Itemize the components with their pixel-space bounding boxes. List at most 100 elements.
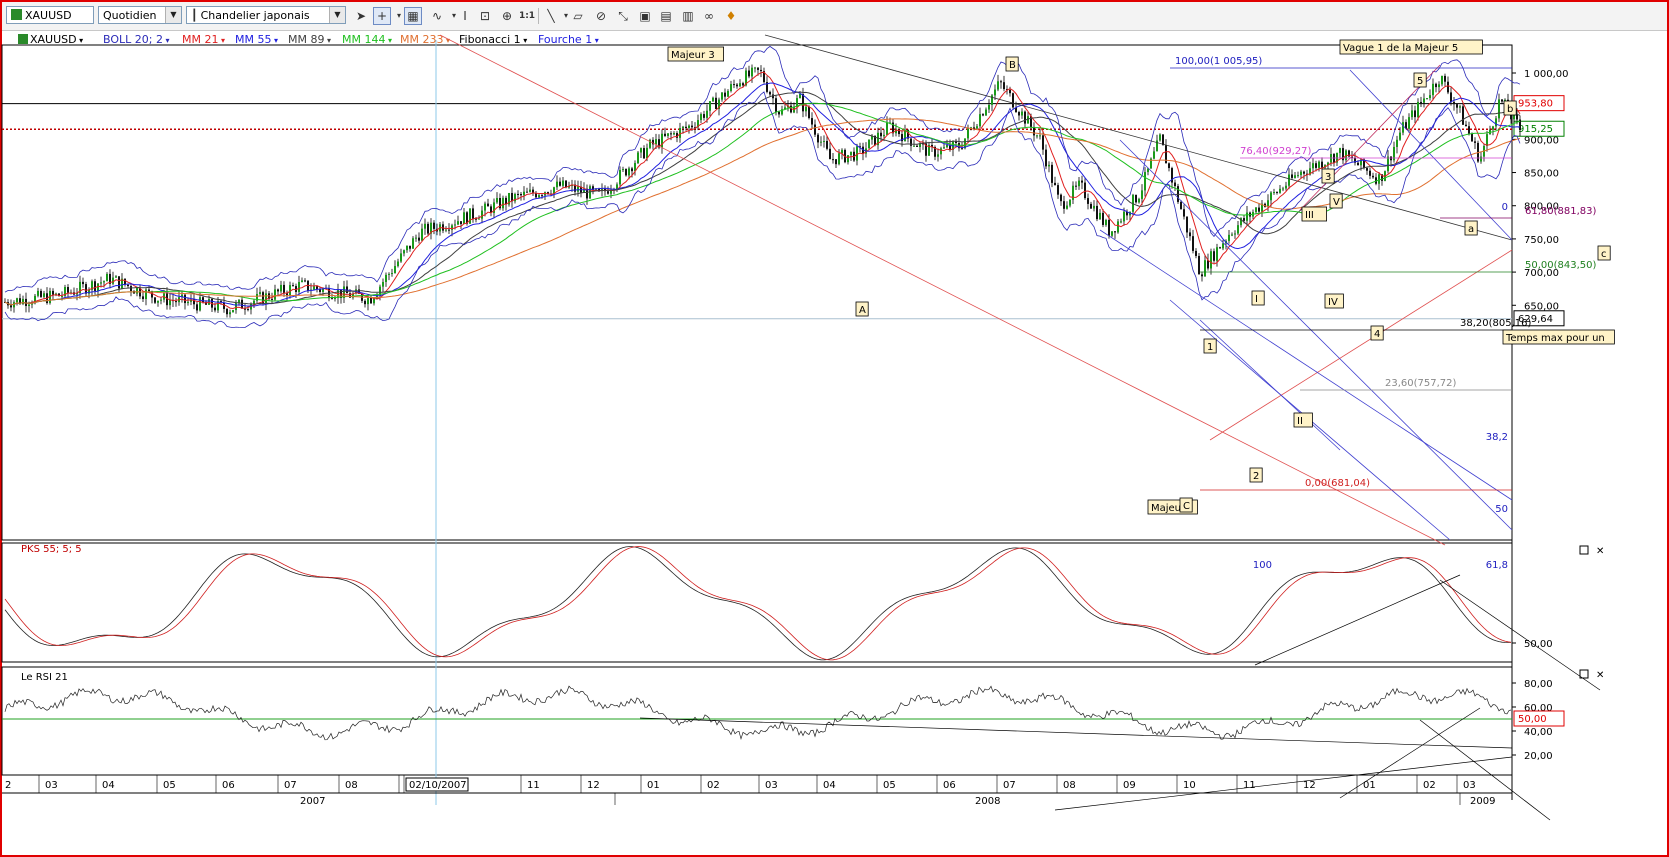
line-tool-icon[interactable]: ╲ bbox=[547, 9, 555, 23]
trend-line[interactable] bbox=[1439, 579, 1601, 691]
chevron-down-icon[interactable]: ▼ bbox=[329, 7, 345, 23]
candle-body bbox=[928, 144, 930, 156]
trend-line[interactable] bbox=[439, 34, 1446, 546]
candle-body bbox=[940, 148, 942, 155]
pitchfork-line[interactable] bbox=[1119, 139, 1513, 531]
wave-label-box[interactable] bbox=[1413, 72, 1427, 88]
window-icon[interactable]: ▤ bbox=[660, 9, 672, 23]
chevron-down-icon[interactable]: ▾ bbox=[218, 36, 226, 45]
indicator-item[interactable]: Fourche 1 ▾ bbox=[538, 33, 599, 46]
grid-icon[interactable]: ▦ bbox=[404, 7, 422, 25]
chevron-down-icon[interactable]: ▾ bbox=[396, 11, 401, 20]
maximize-icon[interactable] bbox=[1579, 669, 1589, 679]
candle-body bbox=[1171, 168, 1173, 183]
alert-icon[interactable]: ♦ bbox=[725, 9, 737, 23]
wave-label-box[interactable] bbox=[1005, 56, 1019, 72]
wave-label-box[interactable] bbox=[1503, 100, 1517, 116]
wave-label-box[interactable] bbox=[1324, 293, 1344, 309]
trend-line[interactable] bbox=[1419, 719, 1551, 821]
zoom-in-icon[interactable]: ⊕ bbox=[501, 9, 513, 23]
wave-label-box[interactable] bbox=[1370, 325, 1384, 341]
candle-body bbox=[829, 148, 831, 160]
trend-line[interactable] bbox=[1209, 249, 1513, 441]
chevron-down-icon[interactable]: ▾ bbox=[520, 36, 528, 45]
wave-label-box[interactable] bbox=[1321, 168, 1335, 184]
indicator-item[interactable]: BOLL 20; 2 ▾ bbox=[103, 33, 170, 46]
text-tool-icon[interactable]: Ⅰ bbox=[463, 9, 467, 23]
one-to-one-icon[interactable]: 1:1 bbox=[518, 11, 536, 21]
maximize-icon[interactable] bbox=[1579, 545, 1589, 555]
arrows-icon[interactable]: ⤡ bbox=[618, 9, 628, 23]
candle-body bbox=[808, 106, 810, 119]
eraser-icon[interactable]: ▱ bbox=[573, 9, 583, 23]
candle-body bbox=[448, 229, 450, 231]
wave-label-box[interactable] bbox=[1502, 329, 1615, 345]
trend-line[interactable] bbox=[1254, 574, 1461, 666]
candle-body bbox=[1444, 75, 1446, 82]
wave-label-box[interactable] bbox=[1597, 245, 1611, 261]
wave-label-box[interactable] bbox=[855, 301, 869, 317]
chevron-down-icon[interactable]: ▾ bbox=[443, 36, 451, 45]
window-icon[interactable]: ▣ bbox=[639, 9, 651, 23]
pitchfork-line[interactable] bbox=[1199, 319, 1341, 451]
wave-label-box[interactable] bbox=[1339, 39, 1483, 55]
legend-symbol[interactable]: XAUUSD bbox=[30, 33, 77, 46]
candle-body bbox=[316, 286, 318, 290]
indicator-item[interactable]: Fibonacci 1 ▾ bbox=[459, 33, 527, 46]
trend-line[interactable] bbox=[1054, 756, 1513, 811]
crosshair-icon[interactable]: + bbox=[373, 7, 391, 25]
indicator-icon[interactable]: ∿ bbox=[431, 9, 443, 23]
chevron-down-icon[interactable]: ▾ bbox=[271, 36, 279, 45]
candle-body bbox=[1258, 207, 1260, 212]
indicator-item[interactable]: MM 21 ▾ bbox=[182, 33, 225, 46]
candle-body bbox=[868, 139, 870, 149]
chart-style-select[interactable]: ┃ Chandelier japonais ▼ bbox=[186, 6, 346, 24]
wave-label-box[interactable] bbox=[667, 46, 724, 62]
pitchfork-line[interactable] bbox=[1349, 69, 1513, 241]
chevron-down-icon[interactable]: ▾ bbox=[162, 36, 170, 45]
wave-label-box[interactable] bbox=[1203, 338, 1217, 354]
lock-icon[interactable]: ⊘ bbox=[595, 9, 607, 23]
chevron-down-icon[interactable]: ▾ bbox=[385, 36, 393, 45]
indicator-item[interactable]: MM 144 ▾ bbox=[342, 33, 392, 46]
window-icon[interactable]: ▥ bbox=[682, 9, 694, 23]
chevron-down-icon[interactable]: ▼ bbox=[165, 7, 181, 23]
candle-body bbox=[841, 149, 843, 154]
cursor-icon[interactable]: ➤ bbox=[355, 9, 367, 23]
wave-label-box[interactable] bbox=[1249, 467, 1263, 483]
chevron-down-icon[interactable]: ▾ bbox=[563, 11, 568, 20]
zoom-region-icon[interactable]: ⊡ bbox=[479, 9, 491, 23]
trend-line[interactable] bbox=[764, 34, 1513, 241]
candle-body bbox=[1057, 185, 1059, 195]
candle-body bbox=[337, 290, 339, 299]
chevron-down-icon[interactable]: ▾ bbox=[76, 36, 84, 45]
wave-label-box[interactable] bbox=[1293, 412, 1313, 428]
trend-line[interactable] bbox=[639, 717, 1513, 749]
candle-body bbox=[1279, 188, 1281, 193]
indicator-item[interactable]: MM 89 ▾ bbox=[288, 33, 331, 46]
wave-label-box[interactable] bbox=[1179, 497, 1193, 513]
candle-body bbox=[103, 281, 105, 283]
indicator-item[interactable]: MM 55 ▾ bbox=[235, 33, 278, 46]
period-select[interactable]: Quotidien ▼ bbox=[98, 6, 182, 24]
trend-line[interactable] bbox=[1339, 707, 1481, 799]
chevron-down-icon[interactable]: ▾ bbox=[451, 11, 456, 20]
pitchfork-line[interactable] bbox=[1099, 229, 1513, 501]
candle-body bbox=[1174, 182, 1176, 187]
trend-line[interactable] bbox=[1299, 64, 1441, 211]
candle-body bbox=[1228, 234, 1230, 241]
wave-label-box[interactable] bbox=[1251, 290, 1265, 306]
wave-label-box[interactable] bbox=[1301, 206, 1328, 222]
candle-body bbox=[232, 310, 234, 313]
wave-label-box[interactable] bbox=[1329, 193, 1343, 209]
chevron-down-icon[interactable]: ▾ bbox=[592, 36, 599, 45]
indicator-item[interactable]: MM 233 ▾ bbox=[400, 33, 450, 46]
symbol-select[interactable]: XAUUSD bbox=[6, 6, 94, 24]
candle-body bbox=[706, 110, 708, 118]
wave-label-box[interactable] bbox=[1464, 220, 1478, 236]
candle-body bbox=[151, 291, 153, 298]
chevron-down-icon[interactable]: ▾ bbox=[324, 36, 332, 45]
glasses-icon[interactable]: ∞ bbox=[704, 9, 714, 23]
price-tick-label: 750,00 bbox=[1524, 235, 1559, 246]
